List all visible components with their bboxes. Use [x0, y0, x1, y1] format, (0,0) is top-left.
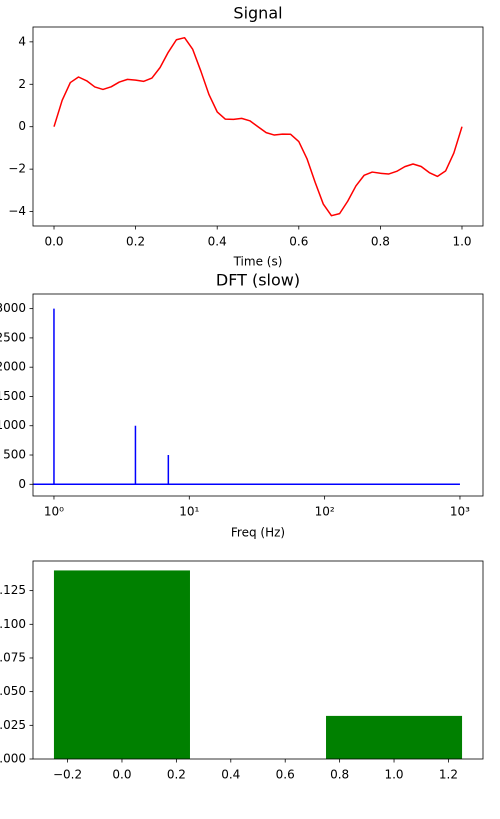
- x-tick-label: −0.2: [53, 768, 82, 782]
- y-tick-label: 0: [18, 477, 26, 491]
- x-tick-label: 10²: [315, 505, 335, 519]
- x-tick-label: 0.2: [126, 235, 145, 249]
- y-tick-label: 2500: [0, 330, 26, 344]
- plot-area: [53, 570, 463, 759]
- x-tick-label: 0.0: [112, 768, 131, 782]
- y-tick-label: 0.100: [0, 617, 26, 631]
- axes-frame: [32, 26, 484, 227]
- y-tick-label: −4: [8, 204, 26, 218]
- y-tick-label: −2: [8, 162, 26, 176]
- y-tick-label: 1500: [0, 389, 26, 403]
- axes-frame: [32, 560, 484, 760]
- x-tick-label: 0.6: [276, 768, 295, 782]
- x-tick-label: 0.8: [371, 235, 390, 249]
- y-tick-label: 1000: [0, 418, 26, 432]
- y-tick-label: 2: [18, 77, 26, 91]
- x-axis-label: Freq (Hz): [231, 526, 285, 540]
- x-axis-label: Time (s): [233, 255, 283, 269]
- plot-area: [33, 308, 460, 486]
- x-tick-label: 1.2: [439, 768, 458, 782]
- x-tick-label: 1.0: [452, 235, 471, 249]
- y-tick-label: 0.075: [0, 650, 26, 664]
- chart-title: DFT (slow): [216, 271, 300, 290]
- x-tick-label: 0.8: [330, 768, 349, 782]
- y-tick-label: 500: [3, 448, 26, 462]
- y-tick-label: 0.000: [0, 752, 26, 766]
- y-tick-label: 3000: [0, 301, 26, 315]
- y-tick-label: 0.125: [0, 583, 26, 597]
- chart-title: Signal: [233, 4, 282, 23]
- x-tick-label: 0.6: [289, 235, 308, 249]
- y-tick-label: 4: [18, 34, 26, 48]
- x-tick-label: 10¹: [179, 505, 199, 519]
- signal-line: [53, 36, 463, 217]
- y-tick-label: 0.050: [0, 684, 26, 698]
- x-tick-label: 10³: [450, 505, 470, 519]
- x-tick-label: 0.2: [167, 768, 186, 782]
- y-tick-label: 0: [18, 119, 26, 133]
- axes-frame: [32, 293, 484, 497]
- x-tick-label: 0.0: [44, 235, 63, 249]
- x-tick-label: 1.0: [384, 768, 403, 782]
- x-tick-label: 0.4: [208, 235, 227, 249]
- plot-area: [53, 36, 463, 217]
- x-tick-label: 10⁰: [44, 505, 64, 519]
- bar: [53, 570, 190, 759]
- bar: [326, 715, 463, 759]
- y-tick-label: 0.025: [0, 718, 26, 732]
- x-tick-label: 0.4: [221, 768, 240, 782]
